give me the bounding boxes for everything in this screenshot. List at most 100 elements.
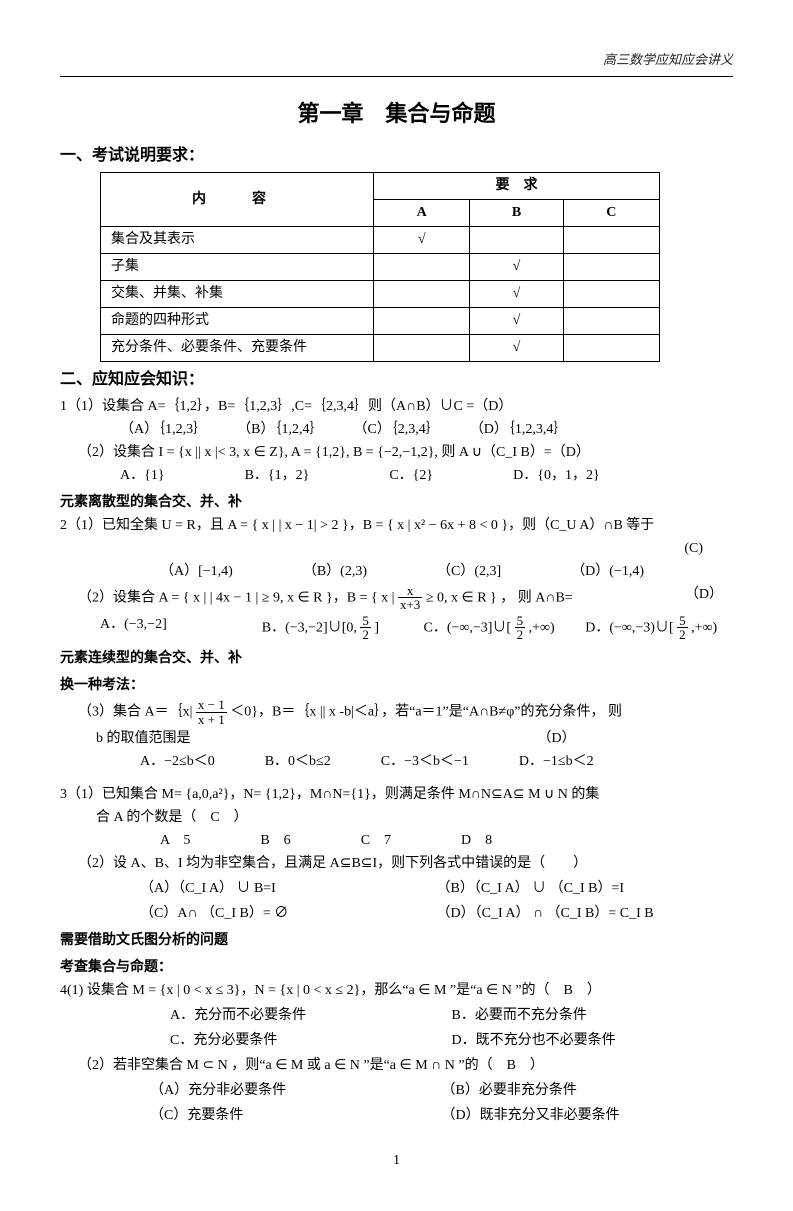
- option: （C）(2,3]: [437, 561, 501, 582]
- option: （B）（C_I A） ∪ （C_I B）=I: [437, 878, 734, 899]
- fraction-icon: 52: [677, 614, 688, 642]
- q2-1-answer: (C): [60, 538, 733, 559]
- option: （C）A∩ （C_I B）= ∅: [140, 903, 437, 924]
- q2-3-answer: （D）: [538, 731, 576, 746]
- section-2-heading: 二、应知应会知识：: [60, 368, 733, 392]
- q2-1-options: （A）[−1,4) （B）(2,3) （C）(2,3] （D）(−1,4): [60, 561, 733, 582]
- row-name: 命题的四种形式: [101, 307, 374, 334]
- heading-discrete: 元素离散型的集合交、并、补: [60, 492, 733, 513]
- th-requirement: 要 求: [374, 172, 660, 199]
- mark: [374, 280, 470, 307]
- mark: [563, 253, 659, 280]
- mark: [563, 226, 659, 253]
- mark: [563, 307, 659, 334]
- option: （B）｛1,2,4｝: [237, 419, 323, 440]
- option: （B）(2,3): [303, 561, 367, 582]
- q2-2-stem-pre: （2）设集合 A = { x | | 4x − 1 | ≥ 9, x ∈ R }…: [78, 590, 371, 605]
- th-col-a: A: [374, 199, 470, 226]
- option: C．充分必要条件: [170, 1030, 452, 1051]
- option: C．−3＜b＜−1: [381, 751, 469, 772]
- option: （A）[−1,4): [160, 561, 233, 582]
- option: （D）（C_I A） ∩ （C_I B）= C_I B: [437, 903, 734, 924]
- q4-1-options-row2: C．充分必要条件 D．既不充分也不必要条件: [60, 1030, 733, 1051]
- table-row: 子集 √: [101, 253, 660, 280]
- option: B．{1，2}: [245, 465, 310, 486]
- q2-1-stem: 2（1）已知全集 U = R，且 A = { x | | x − 1| > 2 …: [60, 515, 733, 536]
- option: （C）充要条件: [150, 1105, 442, 1126]
- q4-2-options-row2: （C）充要条件 （D）既非充分又非必要条件: [60, 1105, 733, 1126]
- q4-1-options-row1: A．充分而不必要条件 B．必要而不充分条件: [60, 1005, 733, 1026]
- chapter-title: 第一章 集合与命题: [60, 97, 733, 130]
- option: （A）（C_I A） ∪ B=I: [140, 878, 437, 899]
- mark: [563, 334, 659, 361]
- q2-2-stem: （2）设集合 A = { x | | 4x − 1 | ≥ 9, x ∈ R }…: [60, 584, 733, 612]
- th-content: 内 容: [101, 172, 374, 226]
- section-1-heading: 一、考试说明要求：: [60, 144, 733, 168]
- q4-1-stem: 4(1) 设集合 M = {x | 0 < x ≤ 3}，N = {x | 0 …: [60, 980, 733, 1001]
- mark: √: [470, 334, 563, 361]
- q2-3-options: A．−2≤b＜0 B．0＜b≤2 C．−3＜b＜−1 D．−1≤b＜2: [60, 751, 733, 772]
- row-name: 充分条件、必要条件、充要条件: [101, 334, 374, 361]
- option: （C）｛2,3,4｝: [353, 419, 439, 440]
- option: （A）充分非必要条件: [150, 1080, 442, 1101]
- mark: [374, 253, 470, 280]
- option: D．(−∞,−3)∪[ 52 ,+∞): [585, 614, 733, 642]
- q3-2-options-row2: （C）A∩ （C_I B）= ∅ （D）（C_I A） ∩ （C_I B）= C…: [60, 903, 733, 924]
- table-row: 命题的四种形式 √: [101, 307, 660, 334]
- q2-3-line2: b 的取值范围是 （D）: [60, 728, 733, 749]
- option: （B）必要非充分条件: [442, 1080, 734, 1101]
- header-rule: [60, 76, 733, 77]
- option: C 7: [361, 830, 391, 851]
- q2-2-answer: （D）: [685, 584, 733, 605]
- table-row: 充分条件、必要条件、充要条件 √: [101, 334, 660, 361]
- mark: √: [470, 280, 563, 307]
- q2-2-stem-post: ， 则 A∩B=: [500, 590, 572, 605]
- mark: [563, 280, 659, 307]
- heading-set-and-prop: 考查集合与命题：: [60, 957, 733, 978]
- heading-venn: 需要借助文氏图分析的问题: [60, 930, 733, 951]
- fraction-icon: xx+3: [398, 584, 422, 612]
- q3-1-stem: 3（1）已知集合 M= {a,0,a²}，N= {1,2}，M∩N={1}，则满…: [60, 784, 733, 805]
- row-name: 子集: [101, 253, 374, 280]
- option: （D）｛1,2,3,4｝: [470, 419, 568, 440]
- option: B．(−3,−2]∪[0, 52 ]: [262, 614, 410, 642]
- heading-continuous: 元素连续型的集合交、并、补: [60, 648, 733, 669]
- option: C．(−∞,−3]∪[ 52 ,+∞): [424, 614, 572, 642]
- option: B 6: [260, 830, 290, 851]
- table-row: 集合及其表示 √: [101, 226, 660, 253]
- fraction-icon: x − 1x + 1: [196, 698, 227, 726]
- q3-2-options-row1: （A）（C_I A） ∪ B=I （B）（C_I A） ∪ （C_I B）=I: [60, 878, 733, 899]
- running-header: 高三数学应知应会讲义: [60, 50, 733, 70]
- option: A．(−3,−2]: [100, 614, 248, 642]
- q4-2-options-row1: （A）充分非必要条件 （B）必要非充分条件: [60, 1080, 733, 1101]
- heading-alternative: 换一种考法：: [60, 675, 733, 696]
- th-col-c: C: [563, 199, 659, 226]
- option: B．必要而不充分条件: [452, 1005, 734, 1026]
- mark: √: [470, 307, 563, 334]
- option: A．{1}: [120, 465, 165, 486]
- q2-3-stem: （3）集合 A＝｛x| x − 1x + 1 ＜0}，B＝｛x || x -b|…: [60, 698, 733, 726]
- row-name: 交集、并集、补集: [101, 280, 374, 307]
- q2-2-options: A．(−3,−2] B．(−3,−2]∪[0, 52 ] C．(−∞,−3]∪[…: [60, 614, 733, 642]
- option: （D）(−1,4): [571, 561, 644, 582]
- q3-2-stem: （2）设 A、B、I 均为非空集合，且满足 A⊆B⊆I，则下列各式中错误的是（ …: [60, 853, 733, 874]
- q1-1-options: （A）｛1,2,3｝ （B）｛1,2,4｝ （C）｛2,3,4｝ （D）｛1,2…: [60, 419, 733, 440]
- option: D．−1≤b＜2: [519, 751, 594, 772]
- option: D 8: [461, 830, 492, 851]
- q2-2-stem-mid: ≥ 0, x ∈ R }: [426, 590, 497, 605]
- mark: √: [374, 226, 470, 253]
- q2-3-stem-post: ＜0}，B＝｛x || x -b|＜a｝，若“a＝1”是“A∩B≠φ”的充分条件…: [230, 704, 622, 719]
- option: A．−2≤b＜0: [140, 751, 215, 772]
- q4-2-stem: （2）若非空集合 M ⊂ N ，则“a ∈ M 或 a ∈ N ”是“a ∈ M…: [60, 1055, 733, 1076]
- page-number: 1: [60, 1150, 733, 1171]
- q1-1-stem: 1（1）设集合 A=｛1,2｝，B=｛1,2,3｝,C=｛2,3,4｝则（A∩B…: [60, 396, 733, 417]
- option: D．{0，1，2}: [513, 465, 600, 486]
- q3-1-options: A 5 B 6 C 7 D 8: [60, 830, 733, 851]
- mark: √: [470, 253, 563, 280]
- q3-1-line2: 合 A 的个数是（ C ）: [60, 807, 733, 828]
- q1-2-stem: （2）设集合 I = {x || x |< 3, x ∈ Z}, A = {1,…: [60, 442, 733, 463]
- q1-2-options: A．{1} B．{1，2} C．{2} D．{0，1，2}: [60, 465, 733, 486]
- th-col-b: B: [470, 199, 563, 226]
- option: （D）既非充分又非必要条件: [442, 1105, 734, 1126]
- fraction-icon: 52: [360, 614, 371, 642]
